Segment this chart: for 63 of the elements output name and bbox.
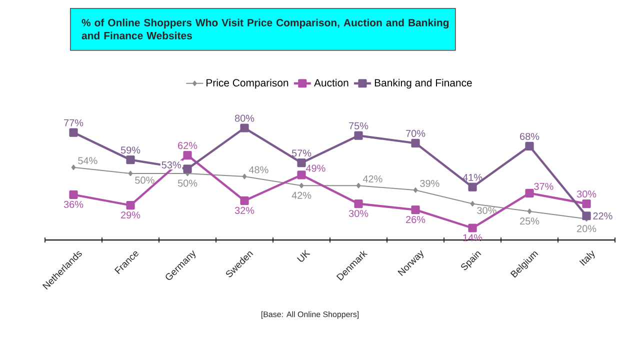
point [527,208,532,214]
x-tick-label: Italy [579,250,595,266]
point [242,174,247,180]
point [183,164,192,174]
point [411,206,420,214]
point [354,199,363,208]
point [582,199,591,208]
point [297,158,306,168]
data-label: 26% [406,216,426,224]
point [411,138,420,148]
point [470,201,475,206]
data-label: 30% [576,190,596,198]
point [299,182,304,188]
data-label: 48% [248,166,268,174]
data-label: 42% [362,175,382,182]
data-label: 54% [78,157,98,164]
point [582,212,591,220]
data-label: 50% [135,176,154,184]
data-label: 25% [520,218,540,225]
data-label: 22% [593,212,612,220]
data-label: 75% [349,122,368,130]
x-tick-label: UK [296,250,310,262]
data-label: 77% [64,119,84,126]
data-label: 30% [348,210,368,218]
point [69,190,78,199]
point [297,170,306,180]
point [183,150,192,160]
data-label: 53% [162,161,181,168]
data-label: 39% [420,180,440,187]
point [71,164,76,170]
data-label: 29% [121,211,140,219]
data-label: 41% [462,174,482,181]
data-label: 57% [292,150,312,157]
data-label: 59% [120,146,140,154]
point [356,182,361,188]
data-label: 20% [577,225,596,232]
data-label: 80% [234,114,254,122]
point [354,131,363,140]
point [126,156,135,164]
legend-label: Auction [314,78,348,87]
data-label: 37% [534,182,554,190]
legend-label: Price Comparison [206,78,288,89]
data-label: 49% [306,164,326,172]
data-label: 62% [178,142,198,150]
point [413,187,418,193]
data-label: 32% [234,206,254,214]
point [525,188,534,198]
point [126,200,135,210]
data-label: 30% [477,206,496,214]
point [69,128,78,137]
point [128,170,133,176]
point [468,224,477,232]
point [468,182,477,192]
point [525,142,534,150]
data-label: 70% [406,130,426,137]
legend-label: Banking and Finance [374,78,472,89]
chart-title: % of Online Shoppers Who Visit Price Comparison, Auction and Banking and Finance Websites [82,18,449,40]
point [240,196,249,206]
data-label: 50% [178,180,198,187]
data-label: 68% [520,132,540,140]
data-label: 42% [292,192,312,199]
point [240,124,249,132]
data-label: 36% [64,200,84,208]
